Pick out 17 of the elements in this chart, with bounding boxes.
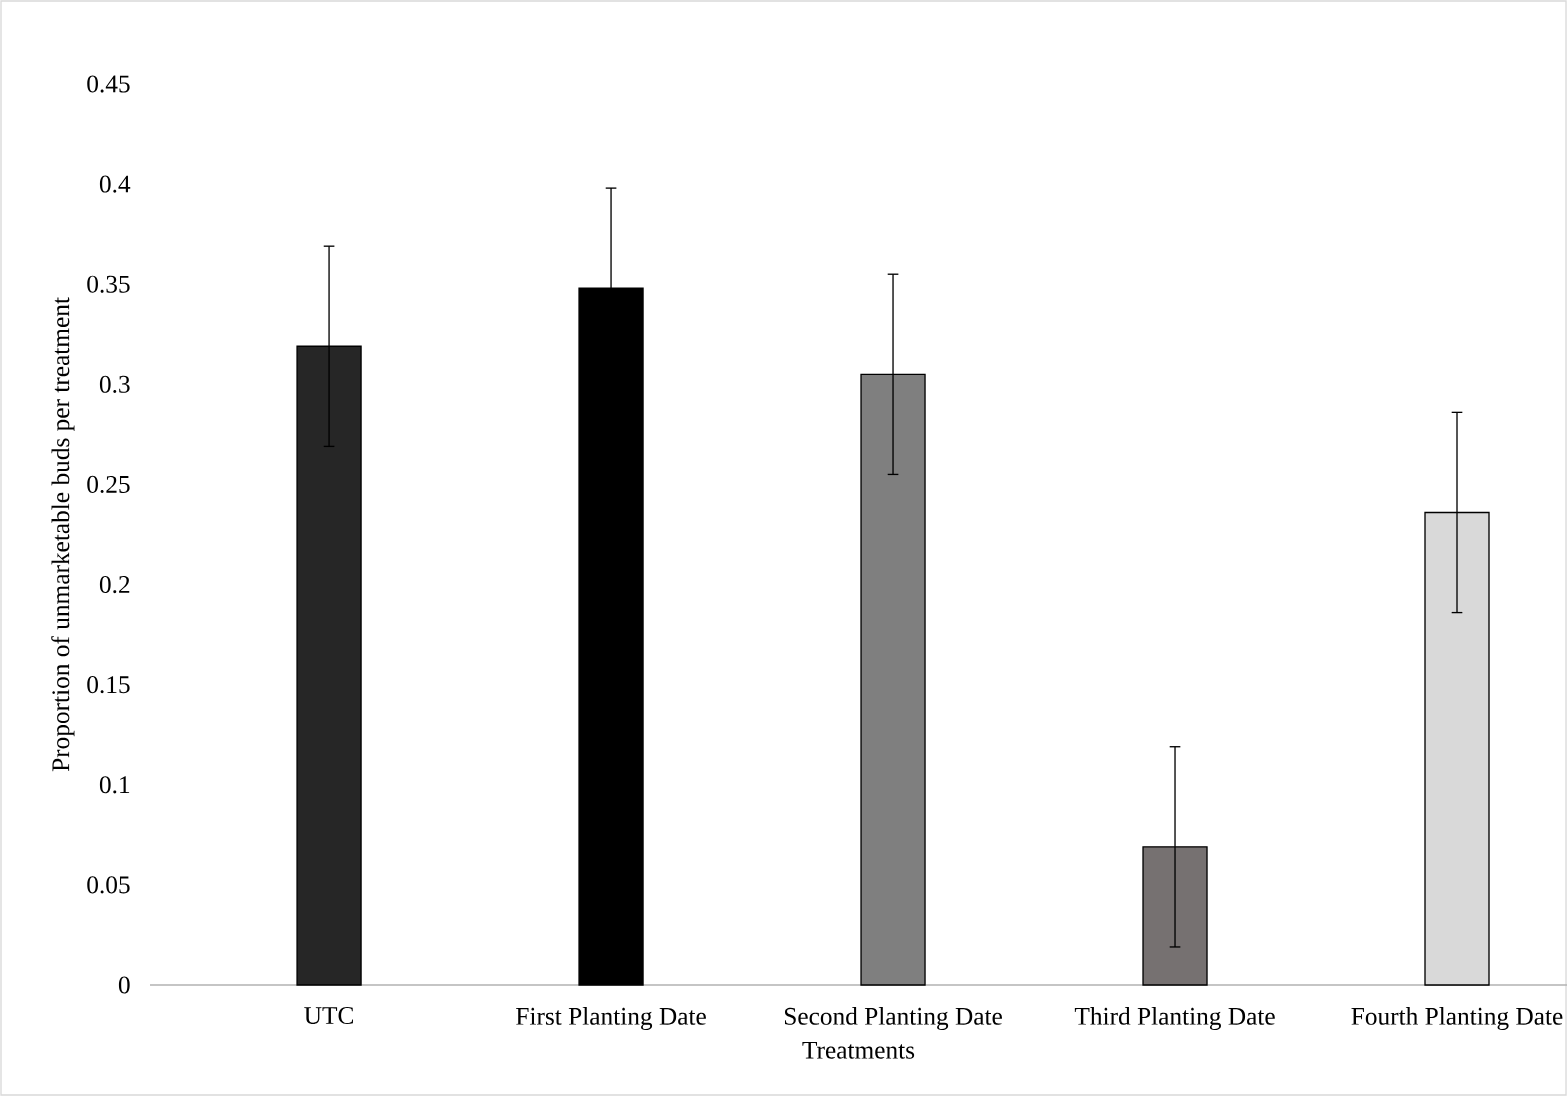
- x-tick-label: UTC: [304, 1007, 353, 1025]
- y-tick-label: 0.1: [99, 776, 130, 794]
- y-tick-label: 0.35: [87, 275, 130, 293]
- y-tick-label: 0.25: [87, 475, 130, 494]
- y-axis-title: Proportion of unmarketable buds per treatment: [51, 297, 75, 772]
- y-tick-label: 0.05: [87, 876, 130, 894]
- x-tick-label: Third Planting Date: [1074, 1007, 1275, 1031]
- y-tick-label: 0.4: [99, 175, 131, 193]
- y-tick-label: 0.15: [87, 676, 130, 694]
- y-tick-label: 0.2: [99, 575, 130, 594]
- y-tick-label: 0.45: [87, 75, 130, 93]
- y-tick-label: 0: [118, 976, 130, 994]
- x-tick-label: Fourth Planting Date: [1351, 1007, 1563, 1031]
- x-tick-label: Second Planting Date: [784, 1007, 1002, 1031]
- x-tick-label: First Planting Date: [516, 1007, 706, 1031]
- x-axis-title: Treatments: [802, 1041, 915, 1059]
- y-tick-label: 0.3: [99, 375, 130, 393]
